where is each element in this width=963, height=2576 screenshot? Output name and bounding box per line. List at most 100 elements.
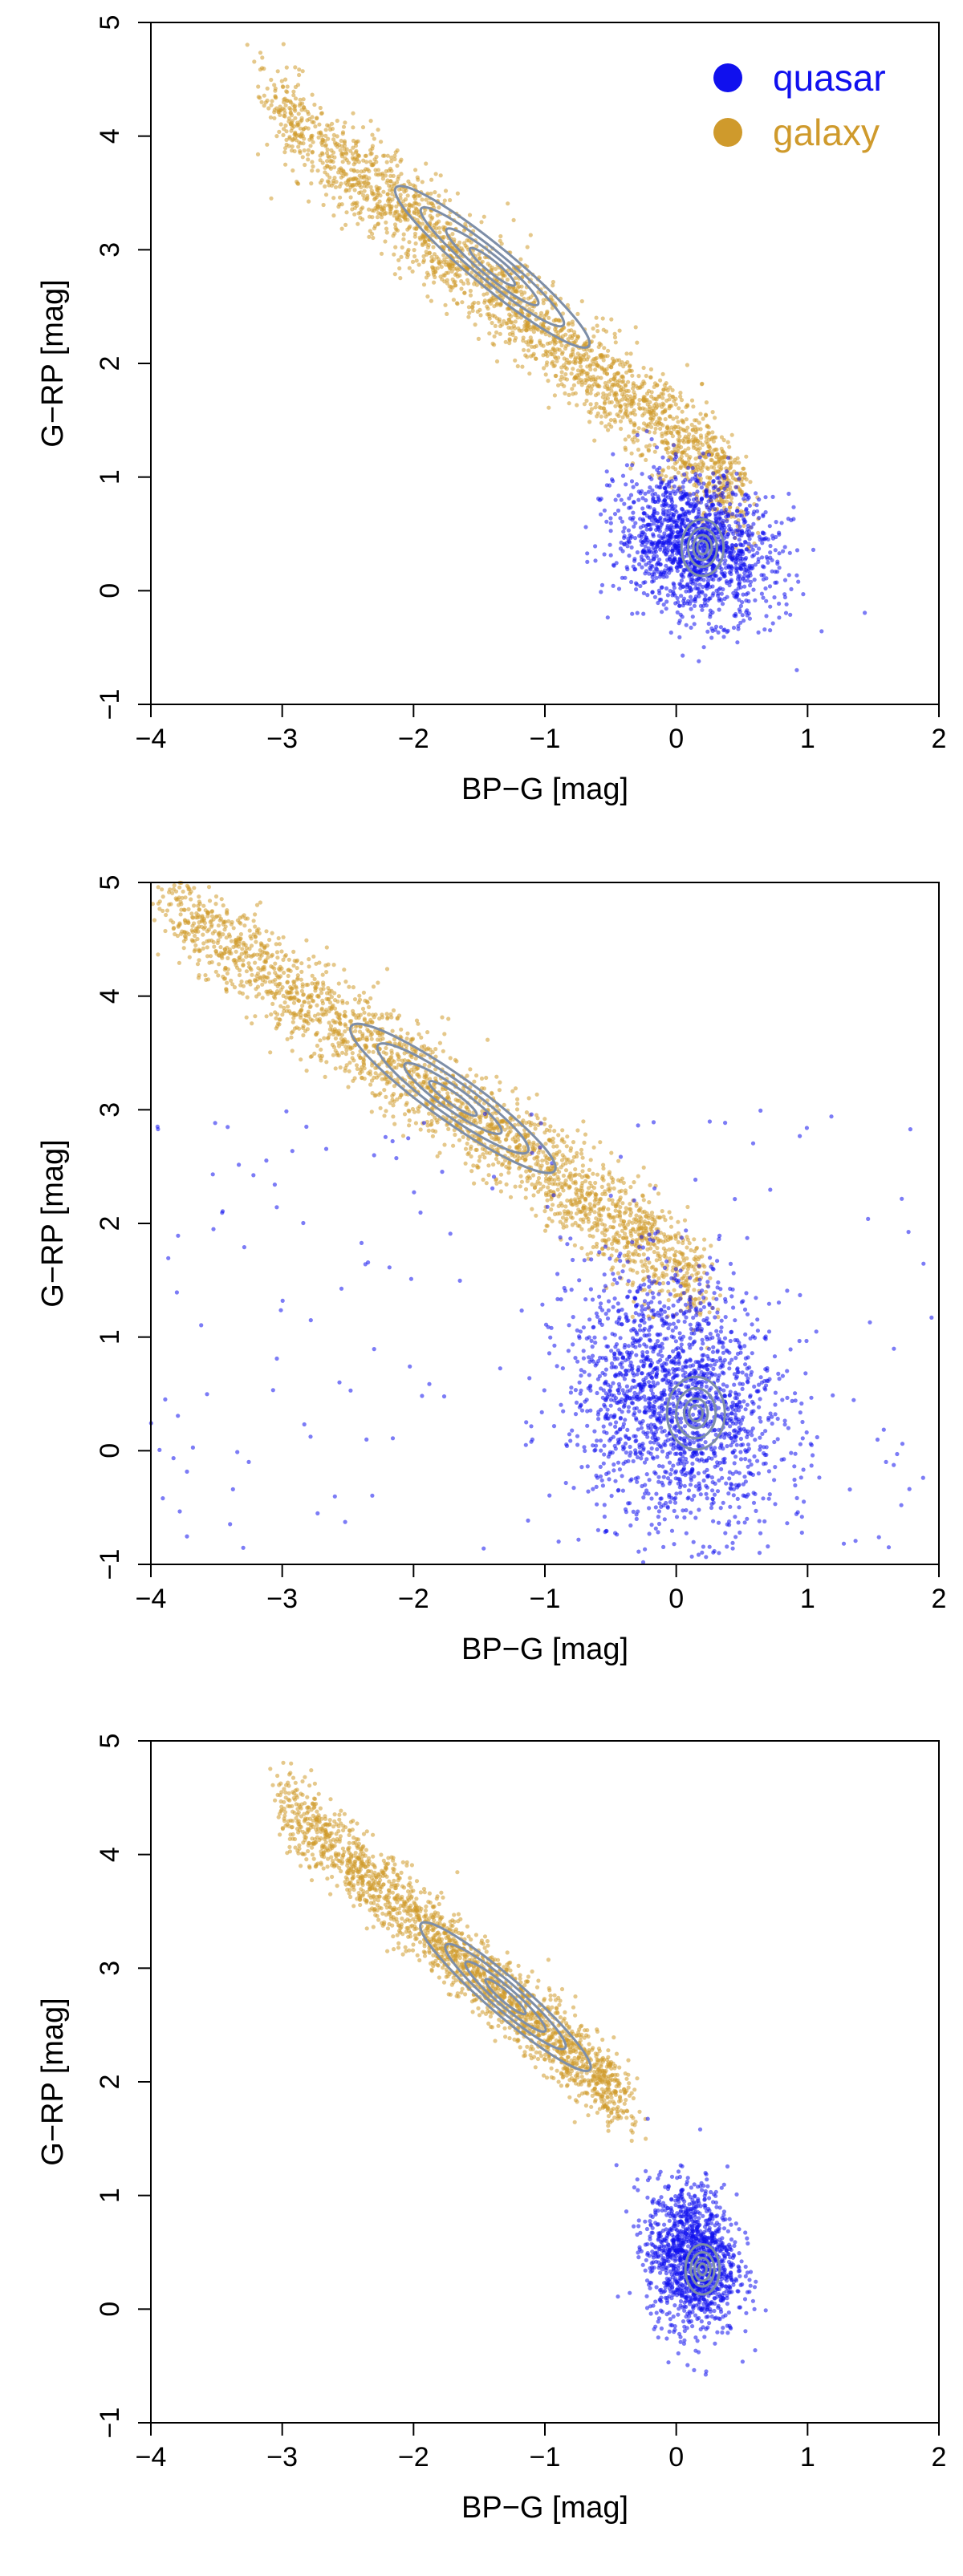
quasar-point bbox=[734, 471, 739, 477]
galaxy-point bbox=[336, 994, 341, 999]
quasar-point bbox=[733, 543, 738, 548]
galaxy-point bbox=[438, 173, 443, 178]
galaxy-point bbox=[324, 945, 329, 950]
galaxy-point bbox=[589, 348, 595, 353]
quasar-point bbox=[748, 583, 753, 588]
galaxy-point bbox=[356, 221, 360, 226]
galaxy-point bbox=[297, 140, 302, 145]
quasar-point bbox=[794, 667, 799, 672]
galaxy-point bbox=[526, 348, 531, 353]
galaxy-point bbox=[701, 416, 705, 421]
galaxy-point bbox=[559, 370, 564, 375]
galaxy-point bbox=[476, 336, 482, 341]
galaxy-point bbox=[699, 382, 705, 387]
galaxy-point bbox=[551, 338, 557, 343]
quasar-point bbox=[733, 562, 738, 566]
galaxy-point bbox=[319, 133, 324, 138]
galaxy-point bbox=[684, 428, 689, 433]
quasar-point bbox=[651, 533, 656, 538]
quasar-point bbox=[719, 591, 724, 596]
galaxy-point bbox=[670, 387, 675, 392]
galaxy-point bbox=[310, 115, 315, 120]
galaxy-point bbox=[628, 1185, 633, 1190]
galaxy-point bbox=[573, 359, 579, 364]
quasar-point bbox=[717, 596, 721, 601]
galaxy-point bbox=[338, 148, 343, 152]
galaxy-point bbox=[658, 416, 663, 421]
galaxy-point bbox=[609, 1150, 614, 1155]
quasar-point bbox=[632, 558, 637, 563]
galaxy-point bbox=[356, 211, 361, 216]
galaxy-point bbox=[216, 938, 221, 943]
galaxy-point bbox=[691, 434, 696, 439]
quasar-point bbox=[768, 604, 773, 609]
quasar-point bbox=[688, 493, 693, 497]
galaxy-point bbox=[492, 334, 497, 339]
galaxy-point bbox=[365, 167, 370, 172]
galaxy-point bbox=[466, 314, 471, 319]
galaxy-point bbox=[432, 257, 437, 262]
quasar-point bbox=[651, 546, 656, 550]
quasar-point bbox=[666, 513, 671, 519]
galaxy-point bbox=[528, 295, 533, 300]
quasar-point bbox=[746, 495, 751, 500]
galaxy-point bbox=[663, 1235, 668, 1239]
galaxy-point bbox=[709, 457, 713, 463]
galaxy-point bbox=[628, 363, 632, 368]
quasar-point bbox=[787, 550, 792, 555]
galaxy-point bbox=[278, 1004, 283, 1008]
galaxy-point bbox=[685, 1256, 689, 1261]
galaxy-point bbox=[599, 353, 603, 358]
galaxy-point bbox=[351, 162, 356, 167]
galaxy-point bbox=[498, 302, 503, 308]
galaxy-point bbox=[372, 157, 377, 162]
quasar-point bbox=[676, 599, 681, 605]
galaxy-point bbox=[283, 123, 288, 128]
galaxy-point bbox=[584, 398, 589, 404]
galaxy-point bbox=[727, 444, 732, 449]
galaxy-point bbox=[397, 266, 402, 271]
quasar-point bbox=[677, 564, 681, 570]
galaxy-point bbox=[288, 99, 293, 103]
quasar-point bbox=[599, 582, 605, 588]
galaxy-point bbox=[291, 1020, 295, 1024]
galaxy-point bbox=[684, 417, 689, 422]
quasar-point bbox=[673, 475, 678, 480]
galaxy-point bbox=[312, 102, 317, 108]
galaxy-point bbox=[579, 298, 584, 304]
galaxy-point bbox=[673, 402, 678, 407]
galaxy-point bbox=[337, 184, 342, 189]
galaxy-point bbox=[401, 232, 406, 237]
galaxy-point bbox=[451, 298, 457, 302]
galaxy-point bbox=[365, 193, 370, 198]
galaxy-point bbox=[384, 1109, 388, 1114]
galaxy-point bbox=[384, 1094, 388, 1099]
quasar-point bbox=[744, 598, 749, 603]
galaxy-point bbox=[592, 1210, 597, 1215]
galaxy-point bbox=[328, 127, 333, 132]
quasar-point bbox=[675, 610, 680, 615]
galaxy-point bbox=[569, 371, 574, 376]
quasar-point bbox=[646, 489, 651, 494]
quasar-point bbox=[716, 487, 721, 493]
galaxy-point bbox=[421, 254, 426, 259]
galaxy-point bbox=[478, 313, 483, 318]
galaxy-point bbox=[323, 133, 328, 138]
galaxy-point bbox=[256, 84, 261, 89]
quasar-point bbox=[733, 493, 738, 497]
quasar-point bbox=[664, 574, 669, 579]
galaxy-point bbox=[652, 449, 657, 454]
galaxy-point bbox=[521, 335, 526, 340]
y-tick-label: 3 bbox=[95, 242, 125, 258]
galaxy-point bbox=[497, 1088, 502, 1093]
galaxy-point bbox=[530, 353, 535, 358]
quasar-point bbox=[646, 555, 651, 561]
quasar-point bbox=[672, 586, 677, 590]
galaxy-point bbox=[587, 377, 591, 382]
galaxy-point bbox=[620, 415, 625, 420]
galaxy-point bbox=[301, 97, 306, 102]
quasar-point bbox=[649, 436, 654, 442]
galaxy-point bbox=[584, 389, 590, 394]
galaxy-point bbox=[623, 1231, 628, 1236]
galaxy-point bbox=[442, 1032, 447, 1036]
